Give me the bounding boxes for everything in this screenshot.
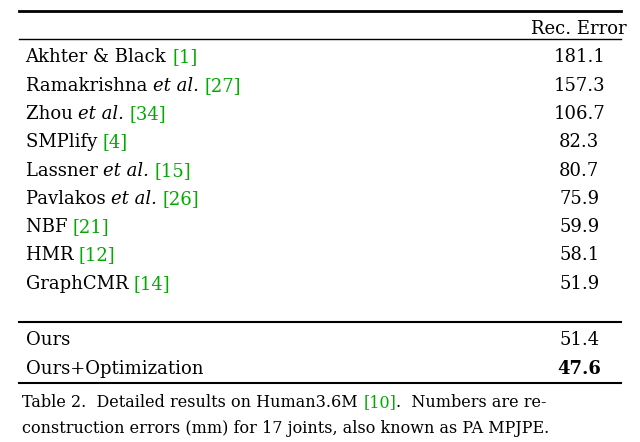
- Text: [21]: [21]: [73, 218, 109, 236]
- Text: 51.4: 51.4: [559, 332, 599, 349]
- Text: [34]: [34]: [130, 105, 166, 123]
- Text: [12]: [12]: [79, 247, 115, 264]
- Text: et al.: et al.: [153, 77, 198, 95]
- Text: HMR: HMR: [26, 247, 79, 264]
- Text: Akhter & Black: Akhter & Black: [26, 49, 172, 66]
- Text: Lassner: Lassner: [26, 162, 103, 179]
- Text: 82.3: 82.3: [559, 133, 599, 151]
- Text: et al.: et al.: [103, 162, 149, 179]
- Text: GraphCMR: GraphCMR: [26, 275, 134, 293]
- Text: .  Numbers are re-: . Numbers are re-: [396, 394, 547, 411]
- Text: 181.1: 181.1: [553, 49, 605, 66]
- Text: 59.9: 59.9: [559, 218, 599, 236]
- Text: 80.7: 80.7: [559, 162, 599, 179]
- Text: [10]: [10]: [363, 394, 396, 411]
- Text: 58.1: 58.1: [559, 247, 599, 264]
- Text: Ramakrishna: Ramakrishna: [26, 77, 153, 95]
- Text: 157.3: 157.3: [554, 77, 605, 95]
- Text: Zhou: Zhou: [26, 105, 78, 123]
- Text: construction errors (mm) for 17 joints, also known as PA MPJPE.: construction errors (mm) for 17 joints, …: [22, 420, 550, 437]
- Text: NBF: NBF: [26, 218, 73, 236]
- Text: [26]: [26]: [163, 190, 199, 208]
- Text: [14]: [14]: [134, 275, 170, 293]
- Text: SMPlify: SMPlify: [26, 133, 102, 151]
- Text: [27]: [27]: [204, 77, 241, 95]
- Text: et al.: et al.: [111, 190, 157, 208]
- Text: 75.9: 75.9: [559, 190, 599, 208]
- Text: Rec. Error: Rec. Error: [531, 20, 627, 38]
- Text: Table 2.  Detailed results on Human3.6M: Table 2. Detailed results on Human3.6M: [22, 394, 363, 411]
- Text: Ours: Ours: [26, 332, 70, 349]
- Text: 47.6: 47.6: [557, 360, 601, 377]
- Text: [15]: [15]: [155, 162, 191, 179]
- Text: 106.7: 106.7: [554, 105, 605, 123]
- Text: Ours+Optimization: Ours+Optimization: [26, 360, 203, 377]
- Text: 51.9: 51.9: [559, 275, 599, 293]
- Text: [4]: [4]: [102, 133, 128, 151]
- Text: Pavlakos: Pavlakos: [26, 190, 111, 208]
- Text: et al.: et al.: [78, 105, 124, 123]
- Text: [1]: [1]: [172, 49, 197, 66]
